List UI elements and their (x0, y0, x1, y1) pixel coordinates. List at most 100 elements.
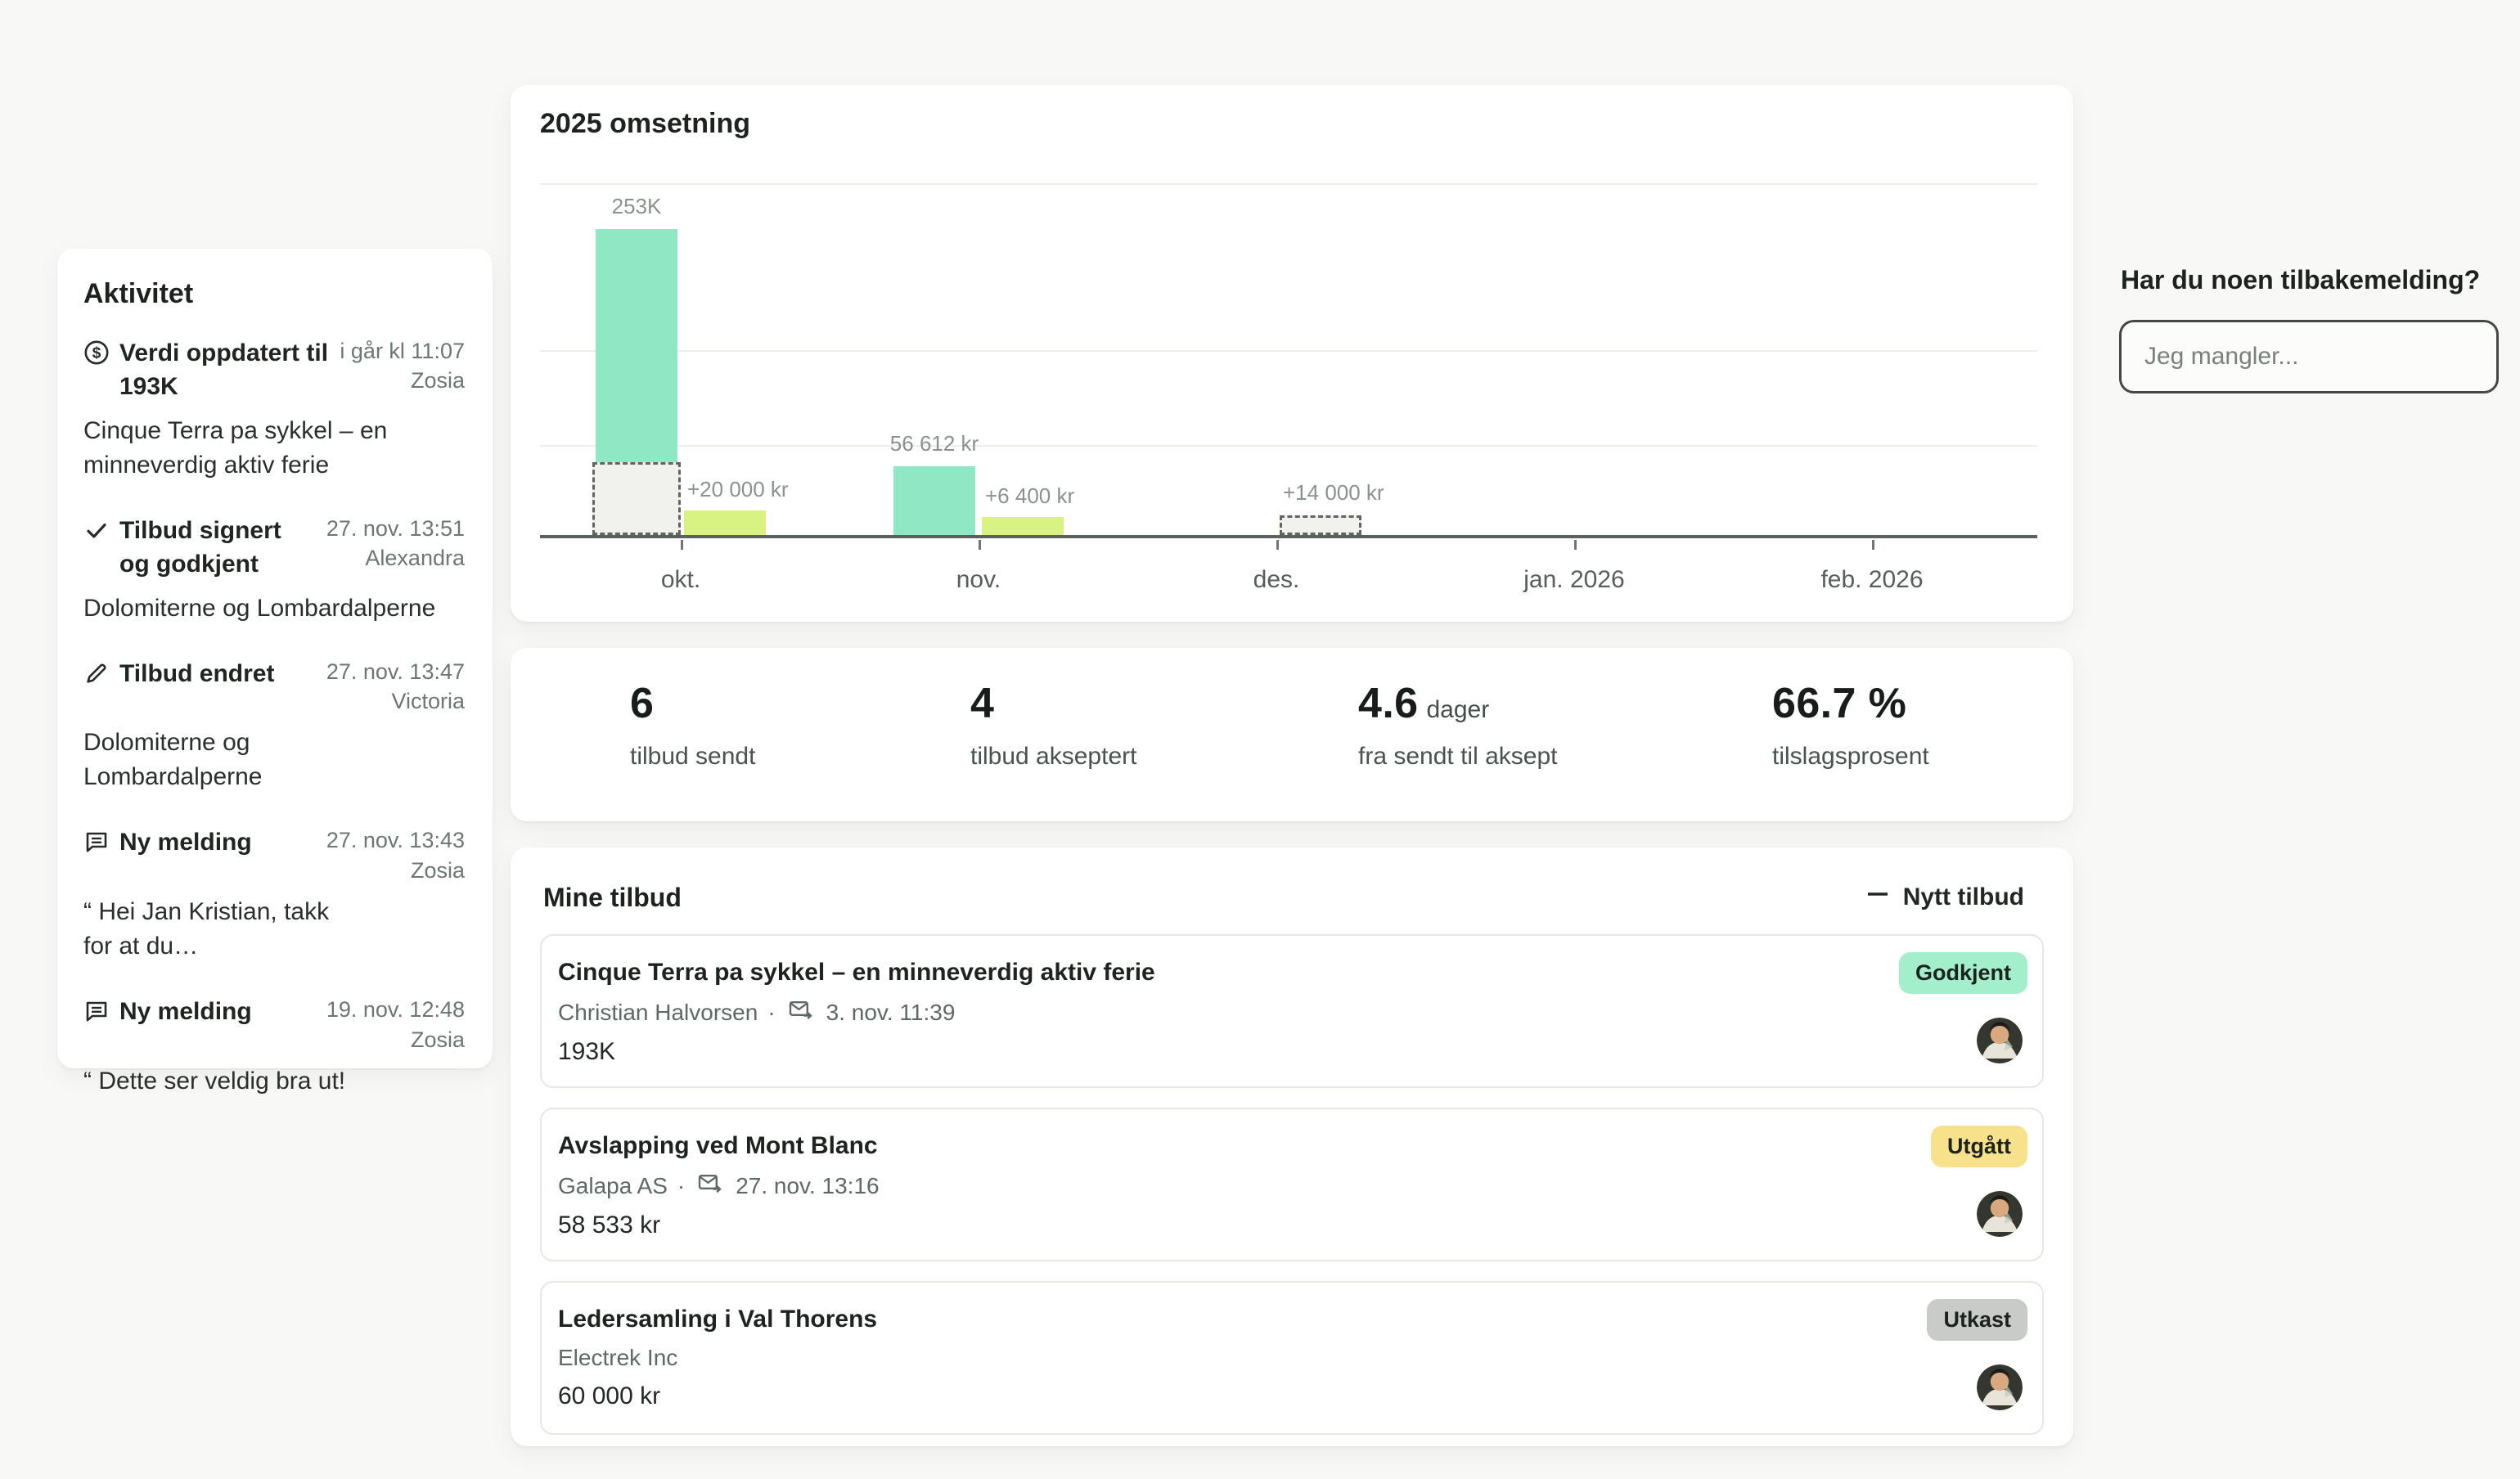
chart-bar-main[interactable] (596, 229, 677, 463)
new-offer-button[interactable]: Nytt tilbud (1856, 880, 2034, 915)
chart-bar-draft[interactable] (1280, 515, 1361, 535)
pencil-icon (83, 660, 110, 693)
offer-status-badge: Utgått (1931, 1126, 2027, 1167)
offer-meta: Electrek Inc · (558, 1345, 2023, 1371)
offer-meta: Christian Halvorsen · 3. nov. 11:39 (558, 998, 2023, 1027)
stat-label: tilslagsprosent (1772, 743, 1929, 770)
offer-row[interactable]: Avslapping ved Mont Blanc Utgått Galapa … (540, 1108, 2044, 1261)
stat-tilbud-sendt: 6 tilbud sendt (630, 679, 755, 771)
chart-gridline (540, 183, 2037, 185)
offer-title: Avslapping ved Mont Blanc (558, 1132, 878, 1159)
offer-sent-date: 3. nov. 11:39 (826, 999, 956, 1025)
chart-bar-value-label: 56 612 kr (889, 431, 979, 456)
dollar-circle-icon: $ (83, 339, 110, 372)
check-icon (83, 517, 110, 550)
chart-gridline (540, 445, 2037, 447)
chart-axis-tick (1276, 540, 1279, 550)
activity-item-user: Alexandra (365, 546, 465, 571)
activity-item[interactable]: $ Verdi oppdatert til 193K i går kl 11:0… (83, 336, 465, 483)
offer-status-badge: Utkast (1927, 1299, 2027, 1341)
activity-item-body: Dolomiterne og Lombardalperne (83, 729, 263, 791)
chart-bar-value-label: +20 000 kr (687, 477, 789, 502)
chart-axis-label: feb. 2026 (1820, 566, 1924, 593)
offer-title: Ledersamling i Val Thorens (558, 1306, 878, 1333)
chart-bar-extra[interactable] (982, 517, 1064, 535)
stat-tilbud-akseptert: 4 tilbud akseptert (970, 679, 1136, 771)
stat-label: fra sendt til aksept (1358, 743, 1558, 770)
stat-value: 66.7 % (1772, 680, 1907, 727)
chart-axis-tick (1872, 540, 1874, 550)
activity-item-body: “ Dette ser veldig bra ut! (83, 1068, 346, 1095)
activity-item-time: 19. nov. 12:48 (326, 997, 465, 1023)
stat-tilslagsprosent: 66.7 % tilslagsprosent (1772, 679, 1929, 771)
activity-item[interactable]: Ny melding 19. nov. 12:48 Zosia “ Dette … (83, 995, 465, 1099)
activity-item-time: 27. nov. 13:43 (326, 828, 465, 853)
chart-x-axis (540, 535, 2037, 538)
offer-meta: Galapa AS · 27. nov. 13:16 (558, 1171, 2023, 1200)
activity-title: Aktivitet (83, 278, 194, 309)
activity-item-user: Zosia (410, 368, 465, 393)
stat-value: 4 (970, 680, 995, 727)
chart-bar-value-label: +6 400 kr (985, 483, 1075, 508)
feedback-input[interactable] (2119, 320, 2499, 393)
offer-sent: · 3. nov. 11:39 (767, 998, 955, 1027)
activity-item-title: Ny melding (119, 829, 252, 856)
chart-gridline (540, 350, 2037, 352)
activity-panel: Aktivitet $ Verdi oppdatert til 193K i g… (57, 249, 493, 1095)
stat-label: tilbud akseptert (970, 743, 1137, 770)
activity-item-body: Dolomiterne og Lombardalperne (83, 594, 436, 622)
activity-item-user: Victoria (391, 689, 465, 713)
send-mail-icon (695, 1171, 726, 1200)
chart-axis-label: okt. (660, 566, 701, 593)
activity-item-body: “ Hei Jan Kristian, takk for at du… (83, 898, 330, 960)
stat-dager-til-aksept: 4.6 dager fra sendt til aksept (1358, 679, 1557, 771)
chart-title: 2025 omsetning (540, 108, 750, 139)
chart-bar-value-label: 253K (611, 194, 662, 218)
chart-bar-extra[interactable] (684, 510, 766, 535)
activity-item-time: 27. nov. 13:47 (326, 659, 465, 684)
offer-sent-date: 27. nov. 13:16 (736, 1172, 880, 1198)
offer-row[interactable]: Cinque Terra pa sykkel – en minneverdig … (540, 934, 2044, 1088)
avatar (1977, 1364, 2023, 1410)
chart-axis-tick (1574, 540, 1577, 550)
stat-value: 6 (630, 680, 655, 727)
offer-status-badge: Godkjent (1898, 952, 2027, 994)
offer-value: 60 000 kr (558, 1382, 661, 1409)
activity-item[interactable]: Ny melding 27. nov. 13:43 Zosia “ Hei Ja… (83, 825, 465, 964)
activity-item-title: Verdi oppdatert til 193K (119, 339, 329, 401)
chart-axis-label: nov. (956, 566, 1001, 593)
new-offer-label: Nytt tilbud (1902, 883, 2024, 910)
activity-item-body: Cinque Terra pa sykkel – en minneverdig … (83, 416, 388, 479)
message-icon (83, 998, 110, 1031)
activity-item-title: Tilbud endret (119, 659, 275, 687)
dot-separator: · (767, 999, 776, 1025)
chart-axis-label: des. (1253, 566, 1300, 593)
chart-axis-label: jan. 2026 (1523, 566, 1625, 593)
activity-item-user: Zosia (410, 857, 465, 883)
avatar (1977, 1018, 2023, 1063)
offer-contact: Galapa AS (558, 1172, 668, 1198)
kpi-stats-card: 6 tilbud sendt 4 tilbud akseptert 4.6 dag… (511, 648, 2073, 821)
activity-item-title: Ny melding (119, 998, 252, 1026)
chart-bar-main[interactable] (893, 466, 975, 535)
offer-value: 193K (558, 1038, 616, 1065)
activity-item-user: Zosia (410, 1027, 465, 1052)
activity-item[interactable]: Tilbud signert og godkjent 27. nov. 13:5… (83, 514, 465, 626)
activity-item-time: i går kl 11:07 (340, 339, 465, 363)
my-offers-card: Mine tilbud Nytt tilbud Cinque Terra pa … (511, 847, 2073, 1446)
chart-bar-draft[interactable] (592, 462, 681, 535)
activity-item[interactable]: Tilbud endret 27. nov. 13:47 Victoria Do… (83, 657, 465, 795)
offer-title: Cinque Terra pa sykkel – en minneverdig … (558, 959, 1155, 986)
chart-bar-value-label: +14 000 kr (1283, 480, 1384, 505)
send-mail-icon (785, 998, 817, 1027)
stat-value: 4.6 (1358, 680, 1419, 727)
offer-value: 58 533 kr (558, 1212, 661, 1238)
plus-icon (1865, 882, 1890, 913)
dot-separator: · (677, 1172, 686, 1198)
offer-row[interactable]: Ledersamling i Val Thorens Utkast Electr… (540, 1281, 2044, 1435)
offer-sent: · 27. nov. 13:16 (677, 1171, 880, 1200)
revenue-chart-card: 2025 omsetning 253K +20 000 kr okt. 56 612 … (511, 85, 2073, 622)
chart-axis-tick (979, 540, 981, 550)
avatar (1977, 1191, 2023, 1237)
feedback-section: Har du noen tilbakemelding? (2119, 265, 2499, 393)
